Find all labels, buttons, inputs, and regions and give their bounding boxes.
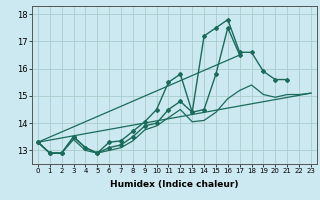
X-axis label: Humidex (Indice chaleur): Humidex (Indice chaleur) bbox=[110, 180, 239, 189]
